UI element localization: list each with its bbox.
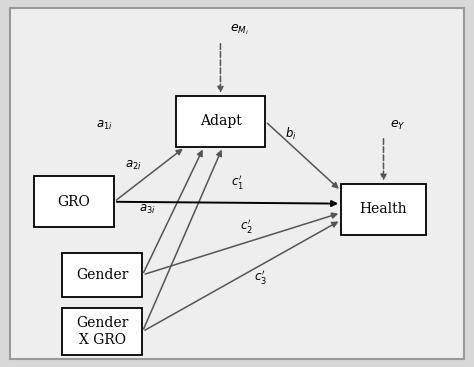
- Text: $a_{2i}$: $a_{2i}$: [125, 159, 141, 172]
- FancyBboxPatch shape: [34, 176, 114, 228]
- Text: Adapt: Adapt: [200, 115, 241, 128]
- Text: $c_3'$: $c_3'$: [254, 268, 267, 286]
- FancyBboxPatch shape: [62, 253, 143, 297]
- Text: Health: Health: [360, 202, 407, 216]
- Text: Gender
X GRO: Gender X GRO: [76, 316, 128, 347]
- FancyBboxPatch shape: [62, 308, 143, 355]
- Text: $b_i$: $b_i$: [285, 126, 297, 142]
- Text: $a_{3i}$: $a_{3i}$: [139, 203, 155, 216]
- Text: $e_{M_i}$: $e_{M_i}$: [230, 23, 249, 37]
- Text: Gender: Gender: [76, 268, 128, 282]
- FancyBboxPatch shape: [175, 96, 265, 147]
- FancyBboxPatch shape: [341, 184, 426, 235]
- Text: $a_{1i}$: $a_{1i}$: [96, 119, 113, 131]
- Text: GRO: GRO: [57, 195, 91, 209]
- FancyBboxPatch shape: [10, 8, 464, 359]
- Text: $c_1'$: $c_1'$: [230, 172, 244, 191]
- Text: $c_2'$: $c_2'$: [240, 217, 253, 235]
- Text: $e_Y$: $e_Y$: [390, 119, 405, 132]
